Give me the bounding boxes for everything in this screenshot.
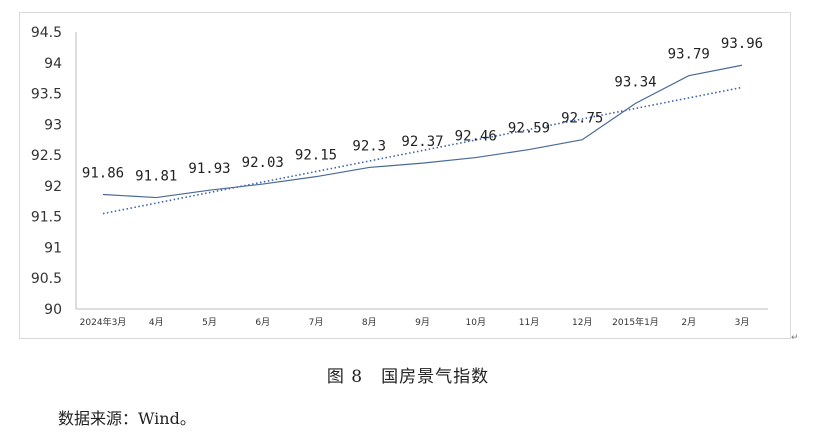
y-tick-label: 91: [44, 240, 62, 256]
data-source-note: 数据来源：Wind。: [58, 409, 196, 428]
x-tick-label: 5月: [202, 317, 217, 328]
chart-frame: [19, 12, 791, 339]
y-tick-label: 94.5: [31, 25, 62, 41]
y-tick-labels: 90 90.5 91 91.5 92 92.5 93 93.5 94 94.5: [31, 25, 62, 318]
y-tick-label: 92: [44, 179, 62, 195]
x-tick-label: 12月: [572, 317, 592, 328]
data-label: 91.86: [82, 166, 124, 182]
x-tick-label: 8月: [362, 317, 377, 328]
x-tick-labels: 2024年3月 4月 5月 6月 7月 8月 9月 10月 11月 12月 2015年1月 2月 3月: [80, 316, 750, 328]
y-tick-label: 94: [44, 56, 62, 72]
y-tick-label: 90: [44, 302, 62, 318]
x-tick-label: 6月: [255, 317, 270, 328]
paragraph-mark: ↵: [791, 333, 799, 343]
x-tick-label: 10月: [466, 317, 486, 328]
data-label: 92.15: [295, 148, 337, 164]
y-tick-label: 91.5: [31, 210, 62, 226]
figure-caption: 图 8 国房景气指数: [326, 367, 490, 387]
data-label: 93.34: [614, 74, 656, 90]
x-tick-label: 4月: [149, 317, 164, 328]
y-tick-label: 93.5: [31, 87, 62, 103]
line-chart: 90 90.5 91 91.5 92 92.5 93 93.5 94 94.5 2024年3月 4月…: [31, 25, 768, 328]
data-label: 92.75: [561, 111, 603, 127]
data-label: 92.3: [352, 138, 386, 154]
x-tick-label: 2024年3月: [80, 316, 127, 328]
data-label: 92.37: [401, 134, 443, 150]
y-tick-label: 92.5: [31, 148, 62, 164]
x-tick-label: 2015年1月: [612, 316, 659, 328]
data-label: 92.46: [455, 129, 497, 145]
x-tick-label: 3月: [735, 317, 750, 328]
trend-line: [102, 86, 743, 215]
x-tick-label: 11月: [519, 317, 539, 328]
x-tick-label: 2月: [681, 317, 696, 328]
data-label: 93.79: [668, 47, 710, 63]
y-tick-label: 90.5: [31, 271, 62, 287]
data-label: 92.59: [508, 121, 550, 137]
series-line: [102, 64, 743, 199]
data-label: 93.96: [721, 36, 763, 52]
x-tick-label: 7月: [309, 317, 324, 328]
data-labels: 91.86 91.81 91.93 92.03 92.15 92.3 92.37 92.46 9…: [82, 36, 763, 184]
data-label: 91.93: [188, 161, 230, 177]
y-tick-label: 93: [44, 117, 62, 133]
x-tick-label: 9月: [415, 317, 430, 328]
data-label: 91.81: [135, 169, 177, 185]
data-label: 92.03: [242, 155, 284, 171]
